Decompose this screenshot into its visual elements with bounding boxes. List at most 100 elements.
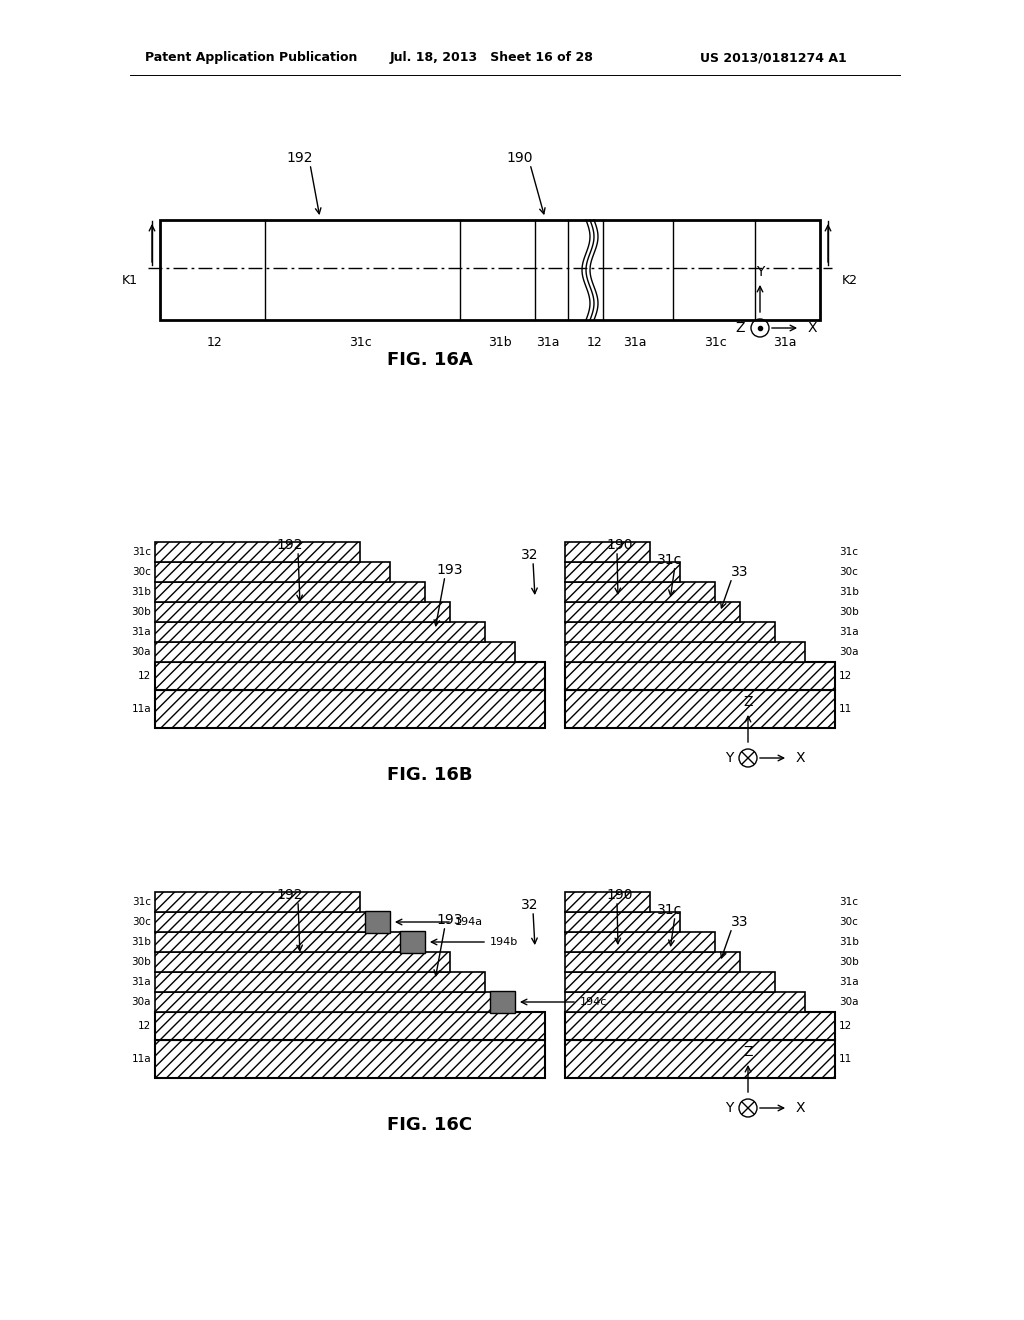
Text: 31c: 31c	[839, 546, 858, 557]
Text: 11: 11	[839, 1053, 852, 1064]
Text: 31c: 31c	[132, 546, 151, 557]
Text: 31a: 31a	[624, 335, 647, 348]
Text: 12: 12	[207, 335, 223, 348]
Text: 33: 33	[731, 565, 749, 579]
Text: 31c: 31c	[132, 898, 151, 907]
Text: Z: Z	[735, 321, 745, 335]
Text: 30c: 30c	[132, 917, 151, 927]
Bar	[155, 1012, 545, 1040]
Bar	[155, 562, 390, 582]
Text: 31b: 31b	[131, 587, 151, 597]
Text: 31a: 31a	[773, 335, 797, 348]
Text: 12: 12	[839, 1020, 852, 1031]
Bar	[565, 932, 715, 952]
Text: X: X	[808, 321, 817, 335]
Text: 31c: 31c	[839, 898, 858, 907]
Bar	[565, 622, 775, 642]
Bar	[155, 1040, 545, 1078]
Bar	[155, 912, 390, 932]
Bar	[155, 952, 450, 972]
Text: 33: 33	[731, 915, 749, 929]
Text: 31a: 31a	[839, 627, 859, 638]
Text: 12: 12	[138, 671, 151, 681]
Text: 30b: 30b	[131, 957, 151, 968]
Text: 31a: 31a	[131, 977, 151, 987]
Bar	[365, 911, 390, 933]
Bar	[565, 642, 805, 663]
Text: 11a: 11a	[131, 704, 151, 714]
Text: FIG. 16A: FIG. 16A	[387, 351, 473, 370]
Text: 30a: 30a	[839, 647, 858, 657]
Bar	[155, 582, 425, 602]
Text: Jul. 18, 2013   Sheet 16 of 28: Jul. 18, 2013 Sheet 16 of 28	[390, 51, 594, 65]
Text: 31b: 31b	[839, 937, 859, 946]
Bar	[565, 690, 835, 729]
Text: Patent Application Publication: Patent Application Publication	[145, 51, 357, 65]
Text: 30c: 30c	[839, 917, 858, 927]
Text: 194c: 194c	[580, 997, 607, 1007]
Text: 12: 12	[587, 335, 603, 348]
Text: 30c: 30c	[132, 568, 151, 577]
Bar	[155, 993, 515, 1012]
Text: 30b: 30b	[839, 607, 859, 616]
Text: 31b: 31b	[131, 937, 151, 946]
Text: Y: Y	[725, 751, 733, 766]
Bar	[565, 912, 680, 932]
Text: 31c: 31c	[348, 335, 372, 348]
Text: 31c: 31c	[657, 553, 683, 568]
Bar	[565, 663, 835, 690]
Bar	[565, 602, 740, 622]
Text: X: X	[796, 751, 806, 766]
Bar	[565, 543, 650, 562]
Text: 11a: 11a	[131, 1053, 151, 1064]
Text: 30b: 30b	[131, 607, 151, 616]
Text: 12: 12	[138, 1020, 151, 1031]
Text: X: X	[796, 1101, 806, 1115]
Bar	[565, 993, 805, 1012]
Bar	[155, 932, 425, 952]
Text: 194a: 194a	[455, 917, 483, 927]
Bar	[565, 562, 680, 582]
Bar	[565, 1040, 835, 1078]
Text: 190: 190	[507, 150, 534, 165]
Text: 193: 193	[437, 564, 463, 577]
Bar	[565, 1012, 835, 1040]
Text: 11: 11	[839, 704, 852, 714]
Bar	[400, 931, 425, 953]
Bar	[565, 952, 740, 972]
Text: 31b: 31b	[488, 335, 512, 348]
Text: 192: 192	[276, 539, 303, 552]
Bar	[155, 972, 485, 993]
Text: 31a: 31a	[839, 977, 859, 987]
Bar	[155, 690, 545, 729]
Bar	[160, 220, 820, 319]
Text: 194b: 194b	[490, 937, 518, 946]
Text: K2: K2	[842, 273, 858, 286]
Text: 190: 190	[607, 539, 633, 552]
Text: 30a: 30a	[839, 997, 858, 1007]
Text: 31c: 31c	[703, 335, 726, 348]
Text: 31b: 31b	[839, 587, 859, 597]
Bar	[155, 602, 450, 622]
Text: 192: 192	[276, 888, 303, 902]
Text: K1: K1	[122, 273, 138, 286]
Text: 31a: 31a	[131, 627, 151, 638]
Text: Y: Y	[756, 265, 764, 279]
Bar	[490, 991, 515, 1012]
Text: Y: Y	[725, 1101, 733, 1115]
Text: FIG. 16C: FIG. 16C	[387, 1115, 472, 1134]
Bar	[155, 663, 545, 690]
Text: 193: 193	[437, 913, 463, 927]
Text: 31c: 31c	[657, 903, 683, 917]
Text: US 2013/0181274 A1: US 2013/0181274 A1	[700, 51, 847, 65]
Text: Z: Z	[743, 696, 753, 709]
Text: 192: 192	[287, 150, 313, 165]
Text: 30a: 30a	[131, 647, 151, 657]
Text: 30b: 30b	[839, 957, 859, 968]
Bar	[565, 892, 650, 912]
Bar	[155, 892, 360, 912]
Text: 30a: 30a	[131, 997, 151, 1007]
Bar	[565, 972, 775, 993]
Bar	[155, 622, 485, 642]
Bar	[565, 582, 715, 602]
